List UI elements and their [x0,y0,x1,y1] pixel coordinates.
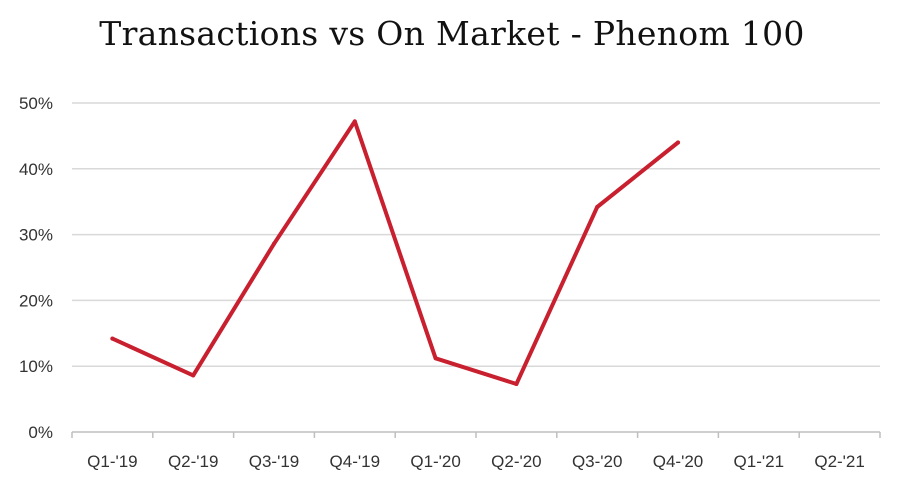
x-tick-label: Q4-'19 [330,452,381,471]
x-tick-label: Q2-'20 [491,452,542,471]
data-point [272,241,276,246]
y-tick-label: 10% [19,357,53,376]
data-point [352,119,357,124]
x-tick-label: Q2-'19 [168,452,219,471]
y-tick-label: 0% [28,423,53,442]
gridlines [72,102,880,367]
x-tick-label: Q3-'20 [572,452,623,471]
chart-title: Transactions vs On Market - Phenom 100 [99,14,805,53]
y-tick-label: 20% [19,291,53,310]
x-tick-label: Q1-'20 [410,452,461,471]
x-axis-ticks: Q1-'19 Q2-'19 Q3-'19 Q4-'19 Q1-'20 Q2-'20 Q3-'… [87,452,865,471]
x-tick-label: Q1-'21 [734,452,785,471]
series-line [110,119,680,386]
data-point [676,140,680,145]
data-point [110,336,115,341]
x-tick-label: Q3-'19 [249,452,300,471]
y-tick-label: 30% [19,226,53,245]
x-axis [71,431,881,438]
data-point [595,204,600,209]
data-point [514,381,519,386]
series-group [110,119,680,386]
y-tick-label: 50% [19,94,53,113]
x-tick-label: Q2-'21 [814,452,865,471]
y-tick-label: 40% [19,160,53,179]
x-tick-label: Q4-'20 [653,452,704,471]
y-axis-ticks: 0% 10% 20% 30% 40% 50% [19,94,53,442]
data-point [191,373,196,378]
data-point [433,356,438,361]
x-tick-label: Q1-'19 [87,452,138,471]
